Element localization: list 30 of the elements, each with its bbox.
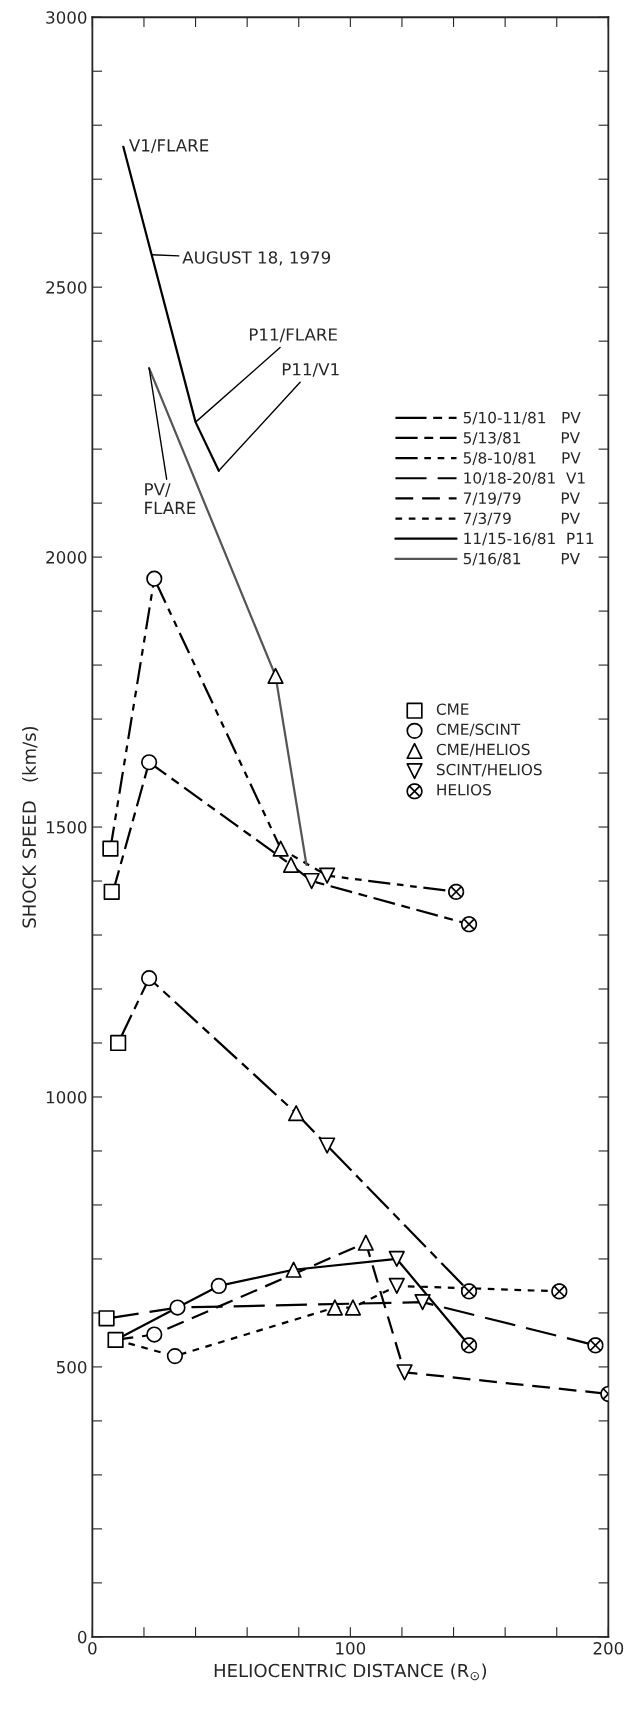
x-tick-label: 200 [593, 1642, 624, 1655]
y-tick-label: 3000 [46, 11, 87, 24]
annotation: AUGUST 18, 1979 [182, 251, 331, 266]
x-tick-label: 100 [336, 1642, 366, 1655]
y-tick-label: 0 [78, 1630, 87, 1644]
x-tick-label: 0 [88, 1642, 97, 1655]
annotation: P11/V1 [282, 363, 339, 377]
legend-label: SCINT/HELIOS [436, 763, 542, 777]
legend-label: 5/8-10/81 PV [463, 452, 581, 465]
annotation: V1/FLARE [129, 139, 209, 153]
legend-label: CME/SCINT [436, 723, 521, 737]
annotation: P11/FLARE [249, 328, 337, 343]
legend-label: 7/3/79 PV [463, 512, 580, 526]
legend-label: 7/19/79 PV [463, 492, 580, 506]
y-tick-label: 1000 [46, 1090, 87, 1104]
y-tick-label: 500 [56, 1360, 87, 1374]
legend-label: 11/15-16/81 P11 [464, 532, 594, 546]
y-tick-label: 1500 [46, 821, 87, 834]
legend-label: CME/HELIOS [436, 743, 530, 757]
y-tick-label: 2500 [46, 281, 87, 294]
legend-label: 10/18-20/81 V1 [464, 472, 585, 486]
legend-label: CME [436, 703, 469, 715]
legend-label: HELIOS [437, 783, 491, 796]
legend-label: 5/10-11/81 PV [463, 411, 581, 425]
legend-label: 5/16/81 PV [463, 552, 580, 566]
annotation: PV/ FLARE [145, 483, 196, 515]
y-tick-label: 2000 [46, 551, 87, 564]
x-axis-title: HELIOCENTRIC DISTANCE (R$_{⊙}$) [214, 1663, 487, 1681]
y-axis-title: SHOCK SPEED (km/s) [22, 726, 39, 928]
legend-label: 5/13/81 PV [463, 431, 580, 445]
